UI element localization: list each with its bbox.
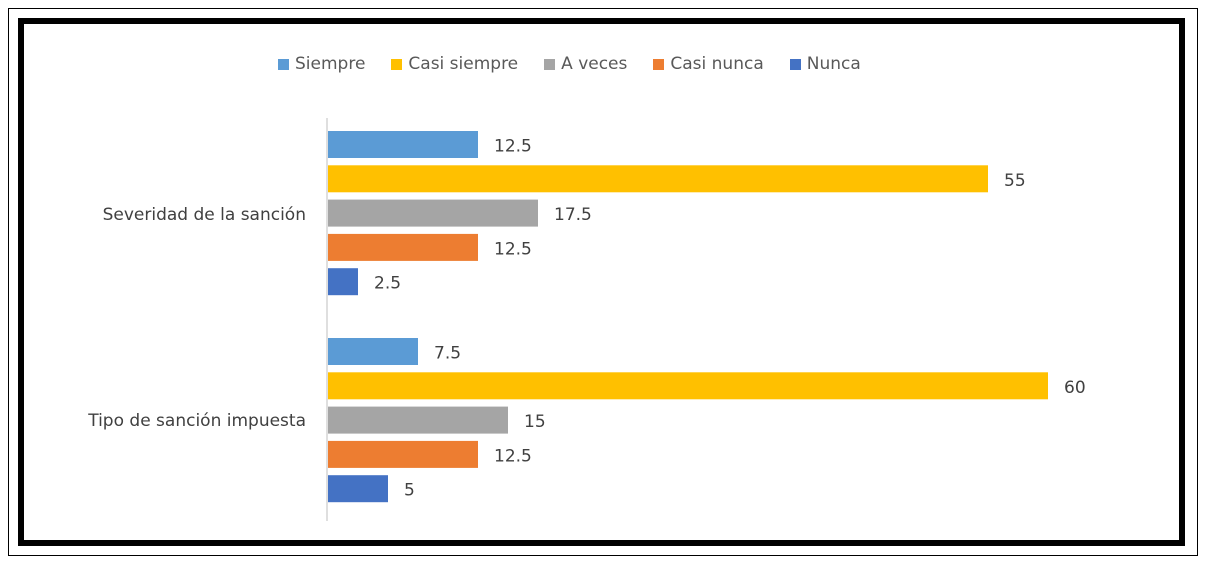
legend-label-casi-nunca: Casi nunca: [670, 54, 764, 74]
data-label-tipo-siempre: 7.5: [434, 344, 461, 364]
legend-swatch-casi-nunca: [653, 58, 665, 70]
data-label-tipo-casi-nunca: 12.5: [494, 446, 532, 466]
data-label-severidad-a-veces: 17.5: [554, 205, 592, 225]
data-label-tipo-casi-siempre: 60: [1064, 378, 1086, 398]
chart-frame: [18, 18, 1185, 546]
legend-label-a-veces: A veces: [561, 54, 628, 74]
bar-severidad-nunca: [328, 268, 358, 296]
data-label-tipo-nunca: 5: [404, 481, 415, 501]
legend-label-siempre: Siempre: [295, 54, 366, 74]
data-label-severidad-casi-siempre: 55: [1004, 171, 1026, 191]
data-label-severidad-casi-nunca: 12.5: [494, 239, 532, 259]
legend-swatch-a-veces: [544, 58, 556, 70]
bar-tipo-nunca: [328, 475, 388, 503]
data-label-severidad-nunca: 2.5: [374, 274, 401, 294]
bar-severidad-casi-siempre: [328, 165, 988, 193]
category-label-tipo: Tipo de sanción impuesta: [88, 411, 306, 431]
bar-tipo-a-veces: [328, 406, 508, 434]
bar-severidad-siempre: [328, 131, 478, 158]
category-label-severidad: Severidad de la sanción: [102, 205, 306, 225]
bar-severidad-casi-nunca: [328, 233, 478, 261]
data-label-severidad-siempre: 12.5: [494, 137, 532, 157]
legend-swatch-siempre: [278, 58, 289, 70]
legend-item-siempre: Siempre: [278, 54, 365, 74]
legend: Siempre Casi siempre A veces Casi nunca …: [278, 54, 861, 74]
legend-item-casi-nunca: Casi nunca: [653, 54, 764, 74]
bar-tipo-siempre: [328, 338, 418, 365]
bar-tipo-casi-nunca: [328, 440, 478, 468]
bar-severidad-a-veces: [328, 199, 538, 227]
legend-label-casi-siempre: Casi siempre: [408, 54, 519, 74]
bar-tipo-casi-siempre: [328, 372, 1048, 400]
legend-item-casi-siempre: Casi siempre: [391, 54, 518, 74]
data-label-tipo-a-veces: 15: [524, 412, 546, 432]
legend-item-a-veces: A veces: [544, 54, 627, 74]
legend-swatch-casi-siempre: [391, 58, 403, 70]
legend-label-nunca: Nunca: [806, 54, 861, 74]
legend-item-nunca: Nunca: [789, 54, 861, 74]
legend-swatch-nunca: [789, 58, 801, 70]
